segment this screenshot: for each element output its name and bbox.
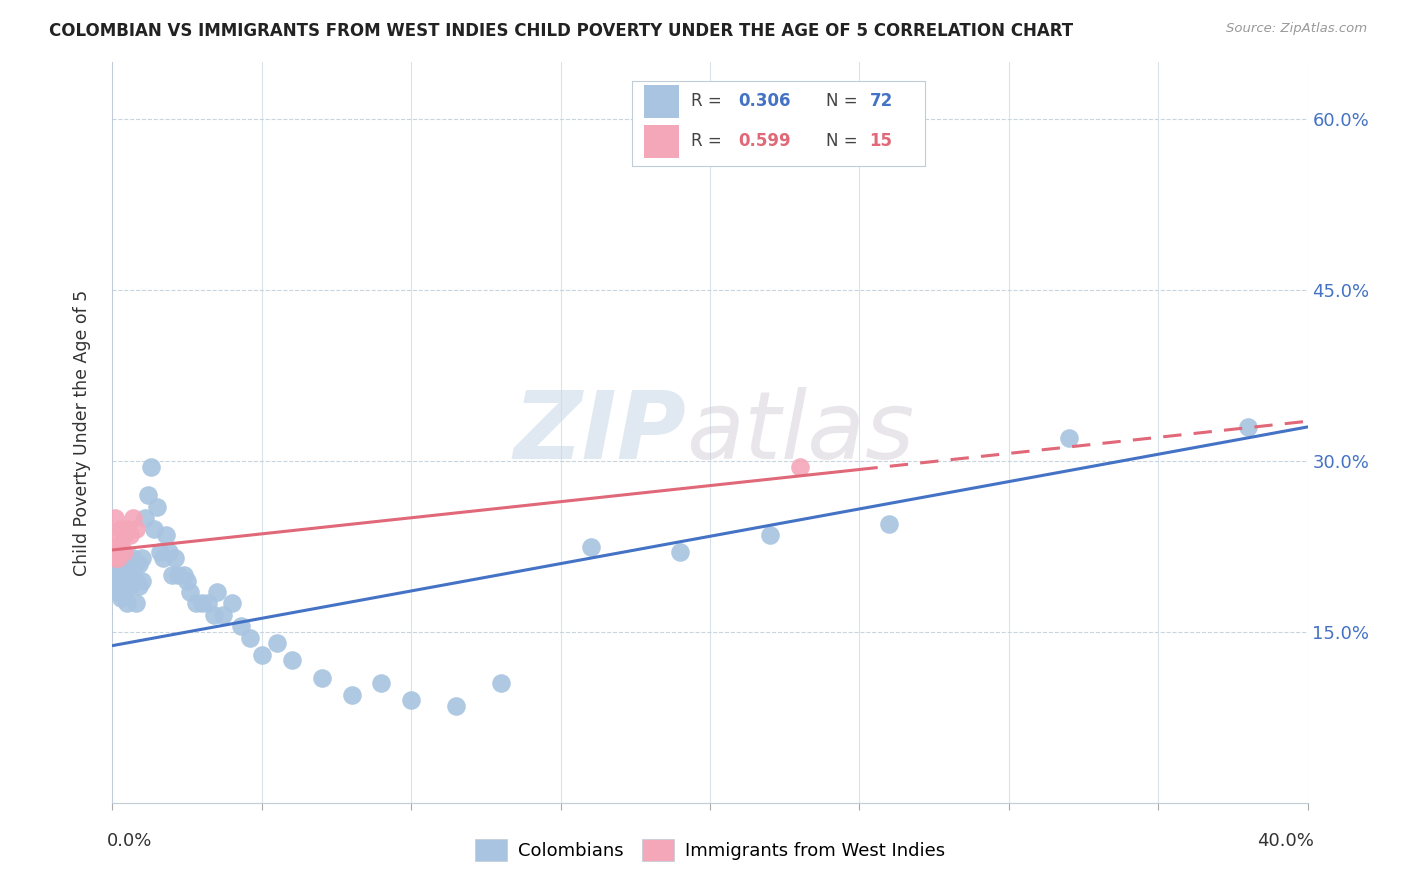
Point — [114, 528, 135, 542]
Point — [239, 631, 262, 645]
Point — [162, 568, 183, 582]
Point — [141, 459, 163, 474]
Point — [125, 523, 148, 537]
Point — [104, 550, 127, 565]
Point — [120, 528, 142, 542]
Point — [110, 523, 132, 537]
Point — [179, 585, 201, 599]
Point — [131, 550, 153, 565]
Point — [104, 511, 127, 525]
Point — [197, 597, 219, 611]
Y-axis label: Child Poverty Under the Age of 5: Child Poverty Under the Age of 5 — [73, 290, 91, 575]
Point — [229, 619, 252, 633]
Point — [489, 676, 512, 690]
Text: Source: ZipAtlas.com: Source: ZipAtlas.com — [1226, 22, 1367, 36]
Point — [212, 607, 235, 622]
Point — [114, 550, 135, 565]
Point — [1237, 420, 1260, 434]
Point — [186, 597, 208, 611]
Text: 40.0%: 40.0% — [1257, 832, 1313, 850]
Point — [117, 579, 139, 593]
Point — [149, 545, 172, 559]
Point — [152, 550, 174, 565]
Point — [205, 585, 228, 599]
Point — [117, 523, 139, 537]
Point — [128, 557, 150, 571]
Point — [221, 597, 243, 611]
Point — [110, 579, 132, 593]
Point — [114, 574, 135, 588]
Point — [202, 607, 225, 622]
Text: ZIP: ZIP — [513, 386, 686, 479]
Point — [311, 671, 333, 685]
Point — [759, 528, 782, 542]
Point — [104, 540, 127, 554]
Point — [789, 459, 811, 474]
Point — [444, 698, 467, 713]
Point — [125, 597, 148, 611]
Point — [104, 574, 127, 588]
Point — [138, 488, 160, 502]
Point — [114, 585, 135, 599]
Point — [266, 636, 288, 650]
Point — [125, 557, 148, 571]
Point — [1057, 431, 1080, 445]
Point — [104, 550, 127, 565]
Point — [155, 528, 177, 542]
Point — [107, 528, 129, 542]
Point — [122, 511, 145, 525]
Point — [110, 540, 132, 554]
Point — [579, 540, 602, 554]
Point — [157, 545, 180, 559]
Point — [340, 688, 363, 702]
Point — [107, 562, 129, 576]
Point — [401, 693, 423, 707]
Point — [110, 591, 132, 605]
Point — [173, 568, 195, 582]
Point — [107, 585, 129, 599]
Point — [250, 648, 273, 662]
Text: COLOMBIAN VS IMMIGRANTS FROM WEST INDIES CHILD POVERTY UNDER THE AGE OF 5 CORREL: COLOMBIAN VS IMMIGRANTS FROM WEST INDIES… — [49, 22, 1073, 40]
Point — [134, 511, 156, 525]
Point — [281, 653, 304, 667]
Point — [122, 568, 145, 582]
Point — [143, 523, 166, 537]
Point — [125, 574, 148, 588]
Point — [117, 568, 139, 582]
Point — [107, 540, 129, 554]
Point — [107, 545, 129, 559]
Legend: Colombians, Immigrants from West Indies: Colombians, Immigrants from West Indies — [468, 831, 952, 868]
Point — [104, 562, 127, 576]
Point — [120, 568, 142, 582]
Point — [110, 568, 132, 582]
Point — [176, 574, 198, 588]
Point — [110, 557, 132, 571]
Point — [131, 574, 153, 588]
Point — [669, 545, 692, 559]
Point — [107, 550, 129, 565]
Text: 0.0%: 0.0% — [107, 832, 152, 850]
Text: atlas: atlas — [686, 387, 914, 478]
Point — [879, 516, 901, 531]
Point — [370, 676, 392, 690]
Point — [117, 550, 139, 565]
Point — [114, 545, 135, 559]
Point — [107, 550, 129, 565]
Point — [107, 574, 129, 588]
Point — [117, 597, 139, 611]
Point — [122, 550, 145, 565]
Point — [128, 579, 150, 593]
Point — [165, 550, 187, 565]
Point — [110, 550, 132, 565]
Point — [120, 557, 142, 571]
Point — [120, 579, 142, 593]
Point — [191, 597, 214, 611]
Point — [167, 568, 190, 582]
Point — [114, 557, 135, 571]
Point — [146, 500, 169, 514]
